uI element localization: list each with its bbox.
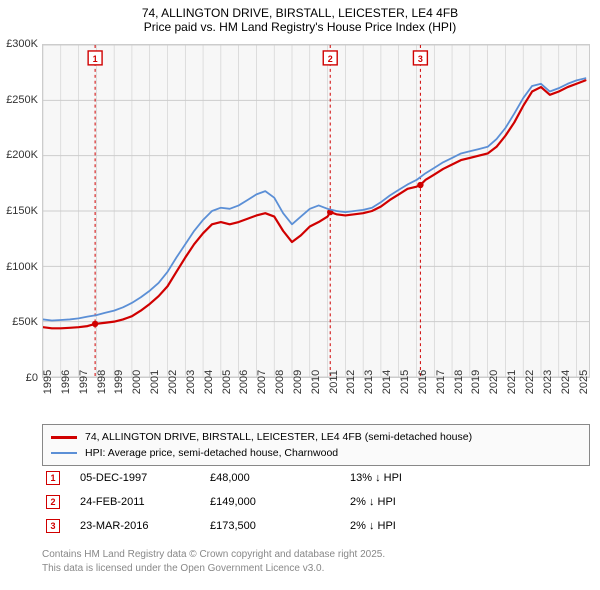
y-tick-label: £200K [0, 149, 38, 161]
y-tick-label: £250K [0, 94, 38, 106]
x-tick-label: 2019 [470, 370, 482, 394]
x-tick-label: 2024 [560, 370, 572, 394]
x-tick-label: 2004 [203, 370, 215, 394]
x-tick-label: 2008 [274, 370, 286, 394]
sale-marker-badge: 3 [46, 519, 60, 533]
y-tick-label: £300K [0, 38, 38, 50]
svg-text:3: 3 [418, 54, 423, 64]
x-tick-label: 1997 [78, 370, 90, 394]
x-tick-label: 2014 [381, 370, 393, 394]
x-tick-label: 2013 [363, 370, 375, 394]
sale-hpi-note: 2% ↓ HPI [350, 496, 396, 508]
x-tick-label: 2002 [167, 370, 179, 394]
legend-label: 74, ALLINGTON DRIVE, BIRSTALL, LEICESTER… [85, 431, 472, 443]
sale-marker-badge: 1 [46, 471, 60, 485]
x-tick-label: 2012 [345, 370, 357, 394]
x-tick-label: 2005 [221, 370, 233, 394]
x-tick-label: 1998 [96, 370, 108, 394]
x-tick-label: 2016 [417, 370, 429, 394]
footer-line-2: This data is licensed under the Open Gov… [42, 562, 385, 576]
legend-swatch [51, 436, 77, 439]
y-tick-label: £0 [0, 372, 38, 384]
sale-hpi-note: 2% ↓ HPI [350, 520, 396, 532]
x-tick-label: 2009 [292, 370, 304, 394]
x-tick-label: 2000 [131, 370, 143, 394]
sale-date: 05-DEC-1997 [80, 472, 190, 484]
chart-svg: 1 2 3 [43, 45, 589, 377]
y-tick-label: £100K [0, 261, 38, 273]
x-tick-label: 1996 [60, 370, 72, 394]
sale-row: 3 23-MAR-2016 £173,500 2% ↓ HPI [42, 514, 590, 538]
sale-marker-badge: 2 [46, 495, 60, 509]
x-tick-label: 2025 [578, 370, 590, 394]
x-tick-label: 1999 [113, 370, 125, 394]
svg-text:2: 2 [328, 54, 333, 64]
sale-date: 23-MAR-2016 [80, 520, 190, 532]
x-tick-label: 2021 [506, 370, 518, 394]
x-tick-label: 2006 [238, 370, 250, 394]
chart-area: 1 2 3 [42, 44, 590, 378]
sale-row: 1 05-DEC-1997 £48,000 13% ↓ HPI [42, 466, 590, 490]
title-block: 74, ALLINGTON DRIVE, BIRSTALL, LEICESTER… [0, 0, 600, 38]
x-tick-label: 2010 [310, 370, 322, 394]
x-tick-label: 1995 [42, 370, 54, 394]
legend-row: 74, ALLINGTON DRIVE, BIRSTALL, LEICESTER… [51, 429, 581, 445]
sale-price: £173,500 [210, 520, 330, 532]
svg-text:1: 1 [93, 54, 98, 64]
x-tick-label: 2001 [149, 370, 161, 394]
legend-swatch [51, 452, 77, 455]
y-tick-label: £150K [0, 205, 38, 217]
legend-box: 74, ALLINGTON DRIVE, BIRSTALL, LEICESTER… [42, 424, 590, 466]
y-tick-label: £50K [0, 316, 38, 328]
title-line-1: 74, ALLINGTON DRIVE, BIRSTALL, LEICESTER… [10, 6, 590, 20]
legend-label: HPI: Average price, semi-detached house,… [85, 447, 338, 459]
sale-price: £48,000 [210, 472, 330, 484]
sale-date: 24-FEB-2011 [80, 496, 190, 508]
sale-row: 2 24-FEB-2011 £149,000 2% ↓ HPI [42, 490, 590, 514]
footer-note: Contains HM Land Registry data © Crown c… [42, 548, 385, 575]
x-tick-label: 2003 [185, 370, 197, 394]
sales-table: 1 05-DEC-1997 £48,000 13% ↓ HPI 2 24-FEB-2011… [42, 466, 590, 538]
x-tick-label: 2017 [435, 370, 447, 394]
x-tick-label: 2018 [453, 370, 465, 394]
x-tick-label: 2020 [488, 370, 500, 394]
sale-price: £149,000 [210, 496, 330, 508]
title-line-2: Price paid vs. HM Land Registry's House … [10, 20, 590, 34]
x-tick-label: 2007 [256, 370, 268, 394]
legend-row: HPI: Average price, semi-detached house,… [51, 445, 581, 461]
x-tick-label: 2023 [542, 370, 554, 394]
x-tick-label: 2022 [524, 370, 536, 394]
sale-hpi-note: 13% ↓ HPI [350, 472, 402, 484]
footer-line-1: Contains HM Land Registry data © Crown c… [42, 548, 385, 562]
x-tick-label: 2015 [399, 370, 411, 394]
x-tick-label: 2011 [328, 370, 340, 394]
